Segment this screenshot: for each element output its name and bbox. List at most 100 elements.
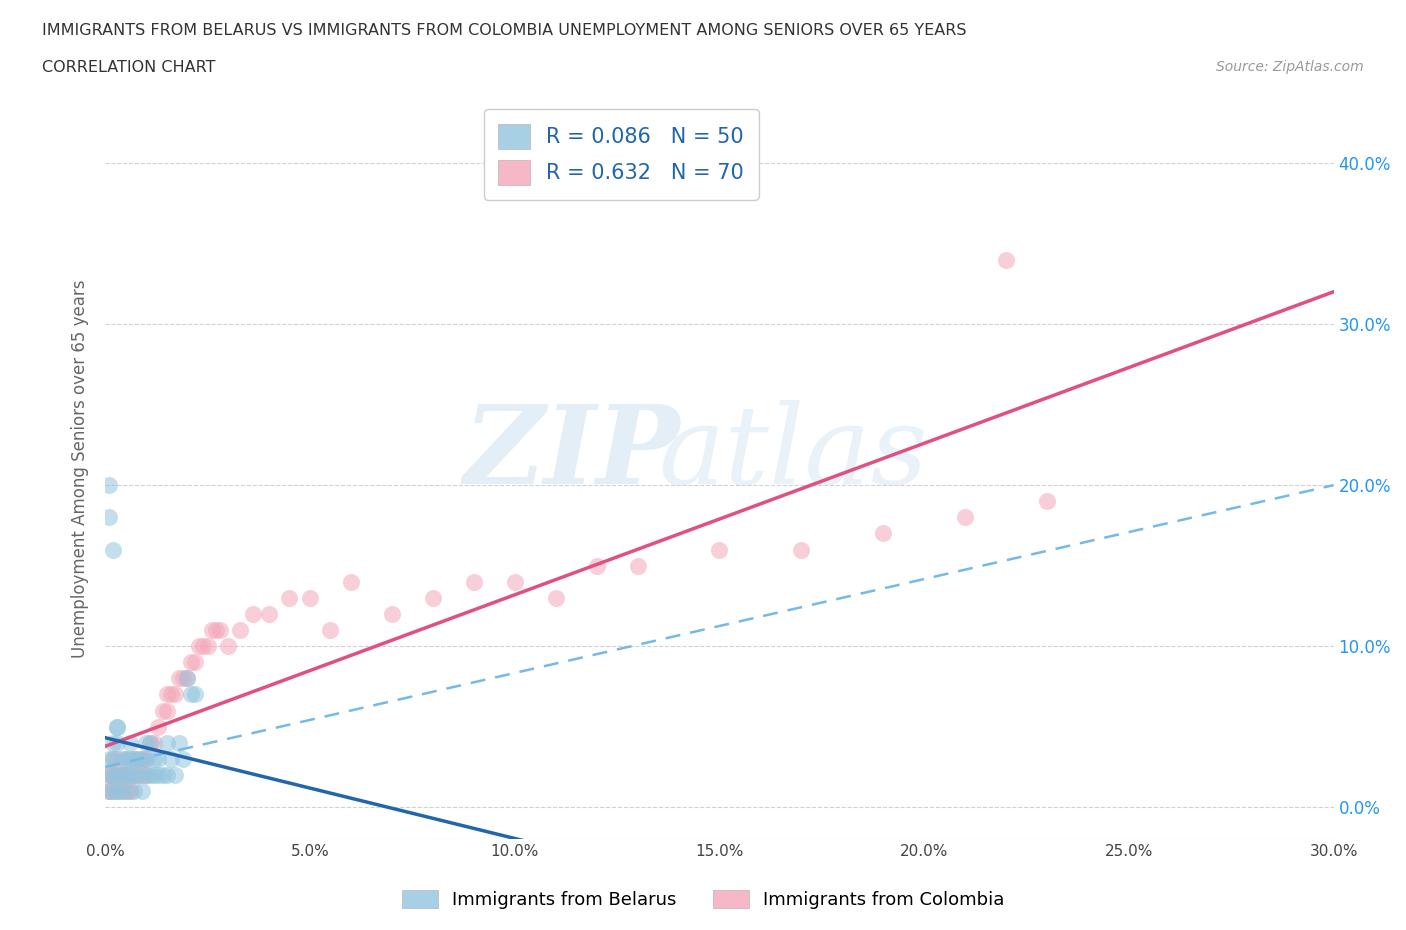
Point: [103, 542, 125, 557]
Point: [107, 784, 129, 799]
Point: [148, 751, 170, 766]
Point: [122, 751, 145, 766]
Point: [163, 687, 186, 702]
Point: [118, 751, 141, 766]
Point: [422, 591, 444, 605]
Point: [143, 751, 166, 766]
Point: [114, 784, 136, 799]
Point: [953, 510, 976, 525]
Point: [107, 751, 129, 766]
Point: [585, 558, 607, 573]
Point: [135, 767, 157, 782]
Point: [167, 671, 190, 685]
Point: [118, 767, 141, 782]
Point: [122, 767, 145, 782]
Point: [114, 767, 136, 782]
Point: [176, 671, 198, 685]
Point: [148, 719, 170, 734]
Y-axis label: Unemployment Among Seniors over 65 years: Unemployment Among Seniors over 65 years: [72, 280, 89, 658]
Point: [257, 606, 280, 621]
Point: [156, 736, 179, 751]
Point: [163, 767, 186, 782]
Point: [139, 736, 162, 751]
Point: [229, 622, 252, 637]
Point: [110, 751, 132, 766]
Point: [995, 252, 1018, 267]
Point: [135, 751, 157, 766]
Point: [103, 784, 125, 799]
Point: [790, 542, 813, 557]
Point: [167, 736, 190, 751]
Text: CORRELATION CHART: CORRELATION CHART: [42, 60, 215, 75]
Point: [135, 751, 157, 766]
Point: [172, 751, 194, 766]
Point: [110, 784, 132, 799]
Point: [98, 510, 121, 525]
Point: [107, 784, 129, 799]
Point: [103, 751, 125, 766]
Point: [201, 622, 224, 637]
Point: [110, 767, 132, 782]
Point: [180, 655, 202, 670]
Point: [107, 784, 129, 799]
Point: [197, 639, 219, 654]
Point: [114, 767, 136, 782]
Point: [107, 719, 129, 734]
Point: [139, 736, 162, 751]
Point: [131, 784, 153, 799]
Point: [103, 751, 125, 766]
Point: [139, 767, 162, 782]
Point: [118, 736, 141, 751]
Point: [503, 575, 526, 590]
Point: [135, 767, 157, 782]
Point: [176, 671, 198, 685]
Point: [208, 622, 231, 637]
Point: [143, 736, 166, 751]
Point: [98, 784, 121, 799]
Point: [217, 639, 239, 654]
Point: [184, 655, 207, 670]
Point: [131, 751, 153, 766]
Point: [152, 767, 174, 782]
Point: [118, 784, 141, 799]
Point: [298, 591, 321, 605]
Point: [152, 703, 174, 718]
Point: [193, 639, 215, 654]
Point: [103, 784, 125, 799]
Point: [127, 751, 149, 766]
Point: [114, 751, 136, 766]
Point: [180, 687, 202, 702]
Point: [1036, 494, 1059, 509]
Legend: R = 0.086   N = 50, R = 0.632   N = 70: R = 0.086 N = 50, R = 0.632 N = 70: [484, 109, 759, 200]
Point: [118, 767, 141, 782]
Point: [143, 767, 166, 782]
Point: [148, 767, 170, 782]
Text: Source: ZipAtlas.com: Source: ZipAtlas.com: [1216, 60, 1364, 74]
Point: [340, 575, 363, 590]
Point: [709, 542, 731, 557]
Point: [204, 622, 226, 637]
Point: [107, 719, 129, 734]
Point: [122, 751, 145, 766]
Point: [319, 622, 342, 637]
Point: [110, 784, 132, 799]
Point: [463, 575, 485, 590]
Point: [114, 784, 136, 799]
Point: [110, 767, 132, 782]
Point: [242, 606, 264, 621]
Point: [127, 751, 149, 766]
Text: IMMIGRANTS FROM BELARUS VS IMMIGRANTS FROM COLOMBIA UNEMPLOYMENT AMONG SENIORS O: IMMIGRANTS FROM BELARUS VS IMMIGRANTS FR…: [42, 23, 967, 38]
Point: [98, 784, 121, 799]
Point: [103, 767, 125, 782]
Point: [103, 736, 125, 751]
Point: [156, 687, 179, 702]
Point: [156, 767, 179, 782]
Point: [626, 558, 648, 573]
Point: [98, 767, 121, 782]
Point: [278, 591, 301, 605]
Text: atlas: atlas: [658, 401, 928, 508]
Point: [156, 703, 179, 718]
Point: [107, 736, 129, 751]
Point: [127, 767, 149, 782]
Point: [381, 606, 404, 621]
